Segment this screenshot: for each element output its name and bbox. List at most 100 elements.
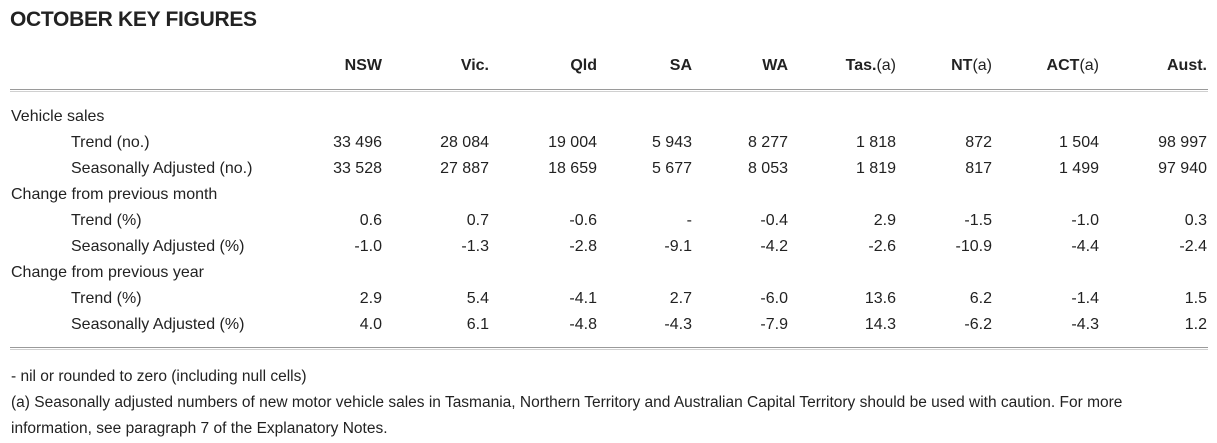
column-header-label: NT (951, 57, 973, 74)
table-cell: 27 887 (440, 160, 489, 177)
column-header-vic: Vic. (461, 57, 489, 75)
table-cell: 1.2 (1184, 316, 1207, 333)
page-title: OCTOBER KEY FIGURES (10, 8, 257, 31)
column-header-label: Tas. (845, 57, 877, 74)
column-header-note: (a) (1079, 57, 1099, 74)
table-cell: 18 659 (548, 160, 597, 177)
table-cell: -0.4 (760, 212, 788, 229)
column-header-note: (a) (876, 57, 896, 74)
table-section-row: Change from previous month (0, 186, 1217, 212)
table-cell: 33 496 (333, 134, 382, 151)
table-cell: 6.1 (466, 316, 489, 333)
table-cell: -2.6 (868, 238, 896, 255)
column-header-qld: Qld (570, 57, 597, 75)
table-section-row: Change from previous year (0, 264, 1217, 290)
table-cell: 14.3 (864, 316, 896, 333)
row-label: Seasonally Adjusted (%) (71, 238, 245, 255)
header-divider-light (10, 91, 1208, 92)
column-header-label: ACT (1046, 57, 1080, 74)
row-label: Trend (no.) (71, 134, 150, 151)
column-header-label: NSW (344, 57, 382, 74)
table-cell: 1 819 (855, 160, 896, 177)
table-cell: 4.0 (359, 316, 382, 333)
row-label: Trend (%) (71, 290, 142, 307)
table-cell: -6.2 (964, 316, 992, 333)
table-cell: 817 (965, 160, 992, 177)
table-cell: 5.4 (466, 290, 489, 307)
table-cell: -4.3 (664, 316, 692, 333)
column-header-act: ACT(a) (1047, 57, 1099, 75)
table-cell: -1.5 (964, 212, 992, 229)
table-row: Trend (%) 2.9 5.4 -4.1 2.7 -6.0 13.6 6.2 -1.4 1.5 (0, 290, 1217, 316)
table-cell: -4.3 (1071, 316, 1099, 333)
column-header-label: Aust. (1167, 57, 1207, 74)
column-header-note: (a) (972, 57, 992, 74)
table-cell: 8 277 (747, 134, 788, 151)
row-label: Vehicle sales (11, 108, 105, 125)
table-cell: -1.4 (1071, 290, 1099, 307)
table-cell: -2.8 (569, 238, 597, 255)
table-cell: -1.0 (1071, 212, 1099, 229)
table-cell: -4.4 (1071, 238, 1099, 255)
column-header-nsw: NSW (345, 57, 382, 75)
table-cell: -2.4 (1179, 238, 1207, 255)
table-cell: 8 053 (747, 160, 788, 177)
table-cell: -1.3 (461, 238, 489, 255)
row-label: Change from previous year (11, 264, 204, 281)
column-header-label: Vic. (460, 57, 489, 74)
column-header-nt: NT(a) (951, 57, 992, 75)
row-label: Change from previous month (11, 186, 218, 203)
column-header-wa: WA (762, 57, 788, 75)
table-row: Seasonally Adjusted (%) 4.0 6.1 -4.8 -4.3 -7.… (0, 316, 1217, 342)
table-cell: 97 940 (1158, 160, 1207, 177)
header-divider (10, 89, 1208, 90)
table-cell: 19 004 (548, 134, 597, 151)
table-cell: -9.1 (664, 238, 692, 255)
table-cell: -10.9 (955, 238, 992, 255)
table-cell: -4.8 (569, 316, 597, 333)
table-cell: - (686, 212, 692, 229)
table-cell: 33 528 (333, 160, 382, 177)
table-cell: 2.7 (669, 290, 692, 307)
table-cell: 1 504 (1058, 134, 1099, 151)
table-row: Seasonally Adjusted (no.) 33 528 27 887 18 … (0, 160, 1217, 186)
table-cell: 2.9 (873, 212, 896, 229)
table-cell: 13.6 (864, 290, 896, 307)
column-header-label: SA (669, 57, 692, 74)
table-cell: 2.9 (359, 290, 382, 307)
row-label: Seasonally Adjusted (no.) (71, 160, 253, 177)
table-cell: 0.7 (466, 212, 489, 229)
table-section-row: Vehicle sales (0, 108, 1217, 134)
column-header-tas: Tas.(a) (846, 57, 896, 75)
column-header-label: Qld (570, 57, 597, 74)
table-row: Seasonally Adjusted (%) -1.0 -1.3 -2.8 -9.1 -… (0, 238, 1217, 264)
table-cell: -0.6 (569, 212, 597, 229)
column-header-sa: SA (670, 57, 692, 75)
footnote-nil: - nil or rounded to zero (including null… (11, 368, 307, 385)
table-cell: -1.0 (354, 238, 382, 255)
footnote-caution: (a) Seasonally adjusted numbers of new m… (11, 394, 1123, 437)
table-cell: 5 677 (651, 160, 692, 177)
footer-divider-light (10, 349, 1208, 350)
row-label: Seasonally Adjusted (%) (71, 316, 245, 333)
table-cell: -6.0 (760, 290, 788, 307)
table-cell: 872 (965, 134, 992, 151)
table-row: Trend (no.) 33 496 28 084 19 004 5 943 8 277 1… (0, 134, 1217, 160)
footer-divider (10, 347, 1208, 348)
table-cell: 0.6 (359, 212, 382, 229)
table-cell: 5 943 (651, 134, 692, 151)
row-label: Trend (%) (71, 212, 142, 229)
table-cell: 1.5 (1184, 290, 1207, 307)
table-cell: -7.9 (760, 316, 788, 333)
column-header-aust: Aust. (1167, 57, 1207, 75)
column-header-label: WA (762, 57, 788, 74)
table-cell: 1 818 (855, 134, 896, 151)
table-cell: -4.1 (569, 290, 597, 307)
table-cell: 0.3 (1184, 212, 1207, 229)
table-cell: 28 084 (440, 134, 489, 151)
table-cell: 1 499 (1058, 160, 1099, 177)
table-cell: 98 997 (1158, 134, 1207, 151)
table-row: Trend (%) 0.6 0.7 -0.6 - -0.4 2.9 -1.5 -1.0 0.3 (0, 212, 1217, 238)
table-cell: -4.2 (760, 238, 788, 255)
table-cell: 6.2 (969, 290, 992, 307)
